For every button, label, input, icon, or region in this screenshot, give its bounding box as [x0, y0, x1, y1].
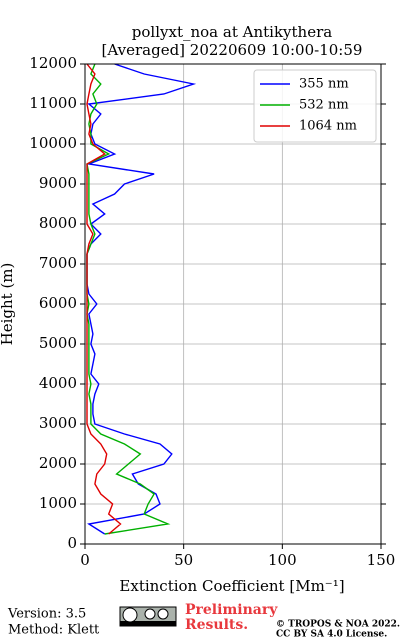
version: Version: 3.5 [7, 607, 86, 622]
y-tick-label: 10000 [29, 134, 77, 152]
cc-logo [119, 606, 177, 627]
legend-label: 355 nm [299, 77, 349, 92]
profile-line [86, 63, 171, 535]
y-tick-label: 4000 [39, 374, 77, 392]
x-tick-label: 0 [80, 551, 90, 569]
y-tick-label: 2000 [39, 454, 77, 472]
x-axis-label: Extinction Coefficient [Mm⁻¹] [119, 577, 344, 595]
legend-box [253, 69, 377, 143]
plot-frame [84, 63, 382, 545]
legend: 355 nm 532 nm 1064 nm [253, 69, 377, 143]
y-axis-label: Height (m) [0, 263, 16, 346]
license: CC BY SA 4.0 License. [276, 630, 387, 640]
profile-line [86, 63, 197, 535]
y-tick-label: 5000 [39, 334, 77, 352]
y-tick-label: 8000 [39, 214, 77, 232]
legend-label: 532 nm [299, 98, 349, 113]
x-tick-label: 150 [367, 551, 396, 569]
x-tick-label: 100 [268, 551, 297, 569]
profile-line [86, 63, 122, 535]
method: Method: Klett [8, 623, 100, 638]
y-tick-label: 7000 [39, 254, 77, 272]
x-tick-label: 50 [174, 551, 193, 569]
chart-subtitle: [Averaged] 20220609 10:00-10:59 [102, 41, 363, 59]
preliminary-note: Results. [185, 617, 248, 633]
copyright: © TROPOS & NOA 2022. [276, 620, 400, 630]
y-tick-label: 9000 [39, 174, 77, 192]
preliminary-note: Preliminary [185, 602, 278, 618]
y-tick-label: 3000 [39, 414, 77, 432]
chart-title: pollyxt_noa at Antikythera [132, 23, 332, 41]
y-tick-label: 0 [67, 534, 77, 552]
y-tick-label: 6000 [39, 294, 77, 312]
y-tick-label: 11000 [29, 94, 77, 112]
legend-label: 1064 nm [299, 119, 357, 134]
y-tick-label: 1000 [39, 494, 77, 512]
y-tick-label: 12000 [29, 54, 77, 72]
